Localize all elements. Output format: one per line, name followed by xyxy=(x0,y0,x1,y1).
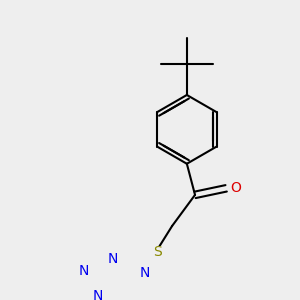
Text: N: N xyxy=(140,266,150,280)
Text: O: O xyxy=(230,181,241,195)
Text: N: N xyxy=(79,264,89,278)
Text: N: N xyxy=(92,289,103,300)
Text: S: S xyxy=(153,245,162,259)
Text: N: N xyxy=(107,252,118,266)
